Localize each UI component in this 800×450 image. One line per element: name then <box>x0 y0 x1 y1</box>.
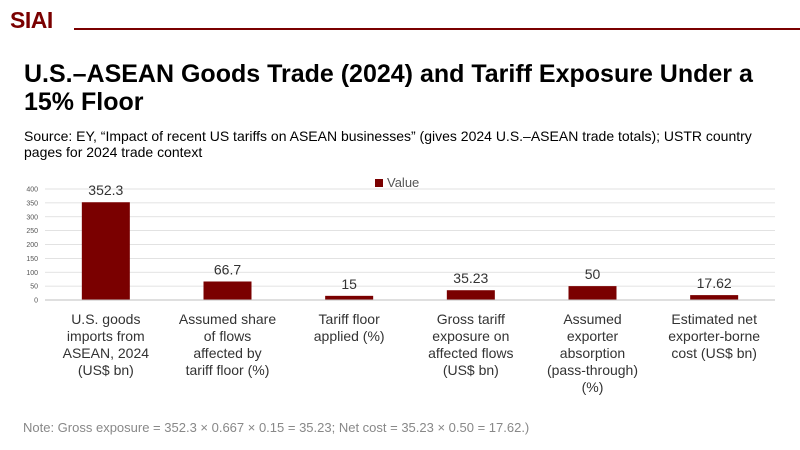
y-tick-label: 150 <box>26 256 38 263</box>
data-label: 35.23 <box>453 270 488 286</box>
header-divider <box>74 28 800 30</box>
source-note: Source: EY, “Impact of recent US tariffs… <box>24 128 752 160</box>
data-label: 15 <box>341 276 357 292</box>
bar <box>325 295 374 300</box>
bar <box>690 295 739 300</box>
category-label: Estimated net exporter-borne cost (US$ bn) <box>668 311 760 361</box>
bar <box>568 286 617 300</box>
category-label: Assumed share of flows affected by tariff f… <box>179 311 276 378</box>
page-title: U.S.–ASEAN Goods Trade (2024) and Tariff… <box>24 60 753 116</box>
bar-chart: 0 50 100 150 200 250 300 350 400 Value 352.3 U.S. g… <box>26 175 775 395</box>
y-tick-label: 100 <box>26 270 38 277</box>
data-label: 66.7 <box>214 261 241 277</box>
data-label: 50 <box>585 266 601 282</box>
y-tick-label: 350 <box>26 200 38 207</box>
y-tick-label: 200 <box>26 242 38 249</box>
footnote: Note: Gross exposure = 352.3 × 0.667 × 0… <box>23 420 530 435</box>
legend-label: Value <box>387 175 419 190</box>
category-label: Assumed exporter absorption (pass-through)(… <box>547 311 638 395</box>
bar <box>446 290 495 300</box>
siai-logo: SIAI <box>10 7 53 33</box>
y-tick-label: 300 <box>26 214 38 221</box>
category-label: Tariff floor applied (%) <box>314 311 385 344</box>
y-tick-label: 400 <box>26 187 38 194</box>
data-label: 17.62 <box>697 275 732 291</box>
y-tick-label: 50 <box>30 284 38 291</box>
category-label: Gross tariff exposure on affected flows (US… <box>428 311 513 378</box>
bar <box>81 202 130 300</box>
bar <box>203 281 252 300</box>
category-label: U.S. goods imports from ASEAN, 2024 (US$ bn… <box>63 311 150 378</box>
y-tick-label: 0 <box>34 298 38 305</box>
y-tick-label: 250 <box>26 228 38 235</box>
data-label: 352.3 <box>88 182 123 198</box>
legend-swatch <box>375 179 383 187</box>
